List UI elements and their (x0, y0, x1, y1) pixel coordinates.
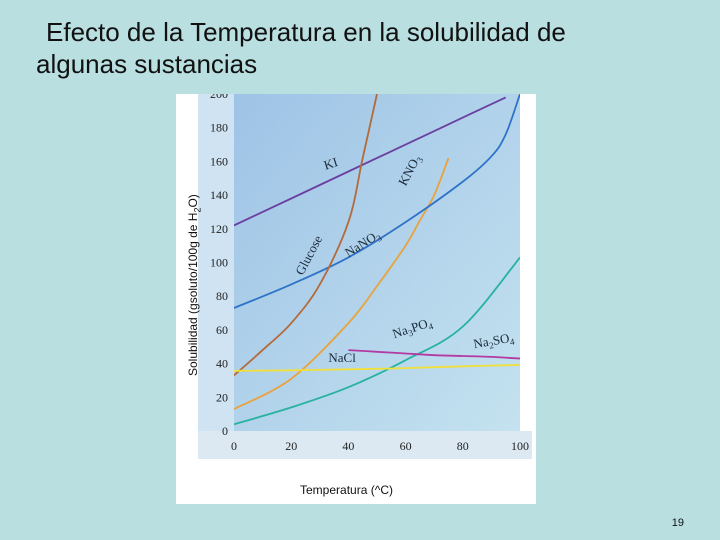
curve-label-na3po4: Na3PO4 (390, 314, 435, 343)
y-axis-label-end: O) (186, 194, 200, 208)
y-tick-label: 160 (210, 154, 228, 168)
x-tick-strip (198, 431, 532, 459)
plot-background (234, 94, 520, 431)
solubility-chart-figure: 0 20 40 60 80 100 120 140 160 180 200 0 20 40 60 80 100 K… (176, 94, 536, 504)
series-line-nacl (234, 364, 520, 372)
y-tick-label: 100 (210, 256, 228, 270)
y-tick-label: 20 (216, 390, 228, 404)
y-tick-strip (198, 94, 234, 431)
y-tick-label: 60 (216, 323, 228, 337)
x-tick-label: 40 (342, 439, 354, 453)
y-tick-label: 80 (216, 289, 228, 303)
series-line-ki (234, 96, 507, 227)
solubility-chart: 0 20 40 60 80 100 120 140 160 180 200 0 20 40 60 80 100 K… (198, 94, 532, 459)
y-axis-label-subscript: 2 (192, 207, 203, 213)
x-axis-label: Temperatura (^C) (300, 483, 393, 497)
y-tick-label: 40 (216, 357, 228, 371)
slide-title: Efecto de la Temperatura en la solubilid… (36, 16, 676, 80)
y-tick-label: 140 (210, 188, 228, 202)
series-line-glucose (234, 94, 378, 377)
series-line-nano3 (234, 94, 520, 309)
title-line-2: algunas sustancias (36, 49, 258, 79)
x-tick-label: 20 (285, 439, 297, 453)
series-line-kno3 (234, 157, 450, 410)
x-tick-label: 80 (457, 439, 469, 453)
series-line-na2so4 (348, 349, 520, 360)
y-axis-label-main: Solubilidad (gsoluto/100g de H (186, 212, 200, 376)
curve-label-na2so4: Na2SO4 (472, 329, 516, 353)
y-tick-label: 200 (210, 94, 228, 101)
y-axis-label: Solubilidad (gsoluto/100g de H2O) (186, 194, 202, 376)
curve-label-nacl: NaCl (328, 350, 356, 365)
y-tick-label: 180 (210, 121, 228, 135)
page-number: 19 (671, 517, 684, 529)
curve-label-ki: KI (322, 154, 340, 173)
x-tick-label: 0 (231, 439, 237, 453)
x-tick-label: 60 (400, 439, 412, 453)
x-tick-label: 100 (511, 439, 529, 453)
y-tick-label: 120 (210, 222, 228, 236)
y-tick-label: 0 (222, 424, 228, 438)
title-line-1: Efecto de la Temperatura en la solubilid… (46, 17, 566, 47)
